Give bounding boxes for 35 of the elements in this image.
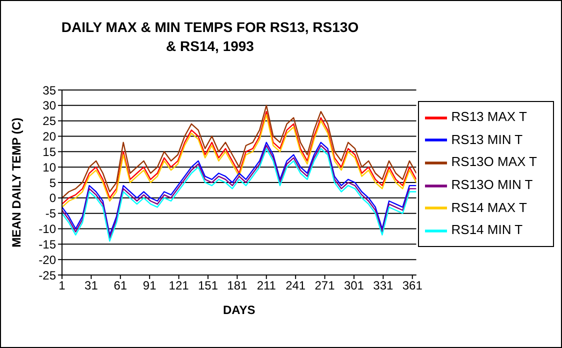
x-tick-label: 271 [314, 278, 336, 293]
legend-label: RS13 MIN T [451, 132, 523, 147]
y-tick-label: 15 [42, 144, 56, 159]
x-tick-label: 361 [402, 278, 423, 293]
x-tick-label: 331 [373, 278, 394, 293]
y-tick-label: -25 [38, 268, 56, 282]
x-tick-label: 1 [58, 278, 66, 293]
x-tick-label: 241 [286, 278, 306, 293]
legend-label: RS14 MIN T [451, 222, 523, 238]
x-tick-label: 181 [227, 278, 248, 293]
x-tick-label: 211 [256, 278, 276, 293]
y-tick-label: -15 [38, 237, 56, 252]
x-tick-label: 301 [344, 278, 364, 293]
y-tick-label: 25 [42, 114, 56, 128]
legend-label: RS13O MIN T [451, 177, 533, 192]
y-tick-label: 10 [42, 160, 56, 174]
y-tick-label: -10 [38, 222, 56, 236]
y-tick-label: -20 [38, 252, 56, 267]
x-axis-title: DAYS [223, 303, 256, 317]
y-tick-label: -5 [45, 206, 56, 221]
y-tick-label: 0 [49, 191, 56, 206]
x-tick-label: 61 [114, 278, 128, 293]
y-tick-label: 5 [49, 176, 56, 190]
y-tick-label: 35 [42, 83, 56, 98]
y-tick-label: 30 [42, 98, 56, 113]
legend-label: RS14 MAX T [451, 200, 527, 215]
chart-title: DAILY MAX & MIN TEMPS FOR RS13, RS13O & RS14, 1993 [60, 18, 360, 56]
x-tick-label: 31 [84, 278, 98, 293]
x-tick-label: 121 [168, 278, 190, 293]
y-axis-title: MEAN DAILY TEMP (C) [9, 118, 24, 248]
x-tick-label: 151 [198, 278, 218, 293]
y-tick-label: 20 [42, 130, 56, 144]
x-tick-label: 91 [142, 278, 157, 293]
legend-label: RS13 MAX T [451, 109, 527, 124]
legend-label: RS13O MAX T [451, 154, 537, 170]
